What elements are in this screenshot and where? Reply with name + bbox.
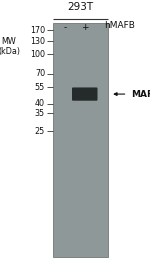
- Text: +: +: [81, 23, 88, 32]
- Text: 25: 25: [35, 127, 45, 136]
- Text: 293T: 293T: [67, 2, 93, 12]
- Text: 170: 170: [30, 26, 45, 35]
- Text: -: -: [64, 23, 67, 32]
- Text: hMAFB: hMAFB: [104, 21, 135, 30]
- Text: MAFB: MAFB: [131, 90, 150, 99]
- Text: 100: 100: [30, 50, 45, 59]
- Bar: [53, 23, 108, 257]
- Text: 35: 35: [35, 109, 45, 118]
- Text: 40: 40: [35, 99, 45, 108]
- FancyBboxPatch shape: [72, 87, 98, 101]
- Text: MW
(kDa): MW (kDa): [0, 37, 20, 56]
- Text: 130: 130: [30, 37, 45, 46]
- Text: 55: 55: [35, 83, 45, 92]
- Text: 70: 70: [35, 69, 45, 78]
